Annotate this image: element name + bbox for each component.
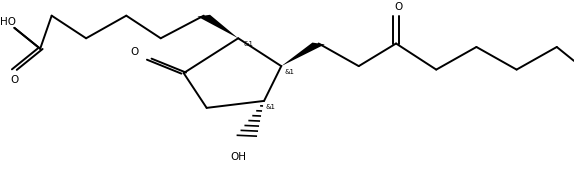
Text: O: O	[10, 75, 18, 85]
Polygon shape	[197, 15, 238, 38]
Text: &1: &1	[265, 104, 275, 109]
Text: OH: OH	[230, 152, 246, 162]
Text: &1: &1	[244, 41, 254, 47]
Text: O: O	[131, 47, 139, 57]
Text: &1: &1	[284, 69, 294, 75]
Text: O: O	[395, 2, 403, 12]
Polygon shape	[281, 43, 325, 66]
Text: HO: HO	[0, 17, 16, 27]
